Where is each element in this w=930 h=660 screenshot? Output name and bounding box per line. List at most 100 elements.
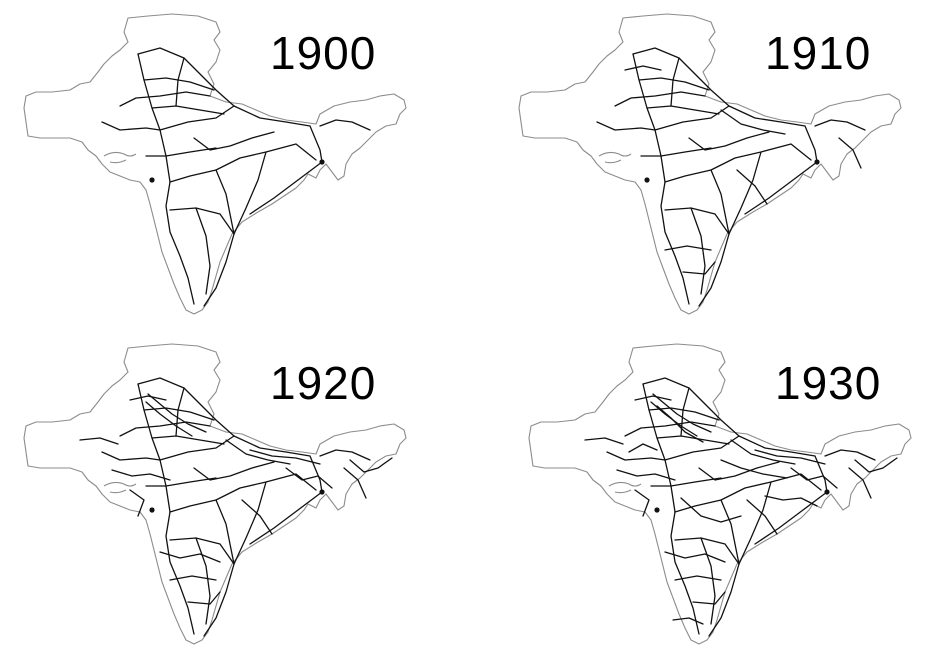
railway-line (343, 467, 367, 499)
railway-map-1930 (528, 343, 912, 645)
railway-line (143, 77, 215, 91)
railway-map-1920 (23, 343, 407, 645)
railway-line (674, 473, 822, 513)
railway-hub (654, 507, 660, 513)
railway-line (652, 393, 712, 433)
year-label-1920: 1920 (270, 357, 377, 409)
railway-line (349, 457, 393, 473)
railway-line (119, 91, 211, 107)
railway-line (680, 497, 742, 523)
railway-line (720, 499, 740, 565)
railway-line (233, 435, 323, 493)
railway-line (319, 449, 371, 461)
year-label-1910: 1910 (765, 27, 872, 79)
railway-line (129, 395, 167, 401)
railway-line (638, 77, 710, 91)
coastal-inlet-outline (608, 481, 642, 494)
map-panel-1930: 1930 (525, 340, 930, 660)
railway-line (241, 499, 273, 535)
railway-hub (644, 177, 650, 183)
railway-line (640, 147, 712, 157)
railway-hub (149, 177, 155, 183)
railway-line (848, 467, 872, 499)
railway-line (606, 451, 666, 461)
railway-hub (319, 489, 325, 495)
railway-map-1910 (518, 13, 902, 315)
railway-line (628, 443, 658, 453)
railway-line (672, 617, 704, 625)
railway-line (195, 537, 211, 625)
railway-line (634, 489, 650, 517)
year-label-1930: 1930 (775, 357, 882, 409)
railway-line (137, 47, 235, 107)
railway-line (720, 459, 788, 479)
railway-line (584, 437, 624, 445)
railway-line (854, 457, 898, 473)
railway-line (233, 105, 323, 163)
railway-line (151, 435, 225, 445)
railway-line (249, 161, 323, 215)
coastal-inlet-outline (103, 151, 137, 164)
railway-line (632, 47, 730, 107)
railway-line (111, 469, 171, 481)
railway-line (624, 65, 662, 71)
railway-line (646, 105, 720, 115)
railway-line (195, 207, 211, 295)
railway-line (101, 121, 161, 131)
railway-line (632, 53, 666, 183)
railway-line (151, 105, 225, 115)
railway-line (790, 467, 838, 489)
country-outline (23, 343, 407, 645)
railway-line (233, 481, 267, 565)
railway-hub (149, 507, 155, 513)
railway-line (650, 477, 722, 487)
railway-line (814, 119, 866, 131)
railway-line (674, 537, 740, 637)
railway-line (744, 161, 818, 215)
railway-line (169, 537, 235, 637)
railway-line (225, 439, 291, 465)
railway-line (193, 461, 275, 481)
coastal-inlet-outline (103, 481, 137, 494)
railway-line (670, 511, 700, 635)
railway-line (159, 551, 221, 563)
country-outline (518, 13, 902, 315)
railway-line (616, 469, 676, 481)
railway-line (690, 207, 706, 295)
railway-line (79, 437, 119, 445)
railway-line (165, 181, 195, 305)
railway-line (215, 499, 235, 565)
railway-line (159, 435, 235, 461)
year-label-1900: 1900 (270, 27, 377, 79)
country-outline (528, 343, 912, 645)
coastal-inlet-outline (598, 151, 632, 164)
railway-line (169, 207, 235, 307)
railway-line (175, 57, 185, 107)
railway-line (754, 449, 826, 465)
railway-line (249, 491, 323, 545)
railway-line (664, 143, 812, 183)
railway-hub (319, 159, 325, 165)
railway-hub (824, 489, 830, 495)
railway-line (728, 105, 818, 163)
railway-line (634, 395, 672, 401)
railway-line (101, 451, 161, 461)
railway-line (642, 377, 740, 437)
railway-line (233, 151, 267, 235)
railway-line (664, 551, 726, 563)
railway-line (596, 121, 656, 131)
railway-line (738, 481, 772, 565)
railway-line (159, 105, 235, 131)
railway-line (746, 499, 778, 535)
railway-line (169, 473, 317, 513)
railway-line (736, 169, 768, 205)
railway-line (137, 377, 235, 437)
railway-line (664, 207, 730, 307)
railway-map-1900 (23, 13, 407, 315)
railway-line (728, 151, 762, 235)
railway-line (654, 105, 730, 131)
railway-line (137, 383, 171, 513)
railway-line (147, 393, 207, 433)
railway-line (187, 591, 221, 605)
